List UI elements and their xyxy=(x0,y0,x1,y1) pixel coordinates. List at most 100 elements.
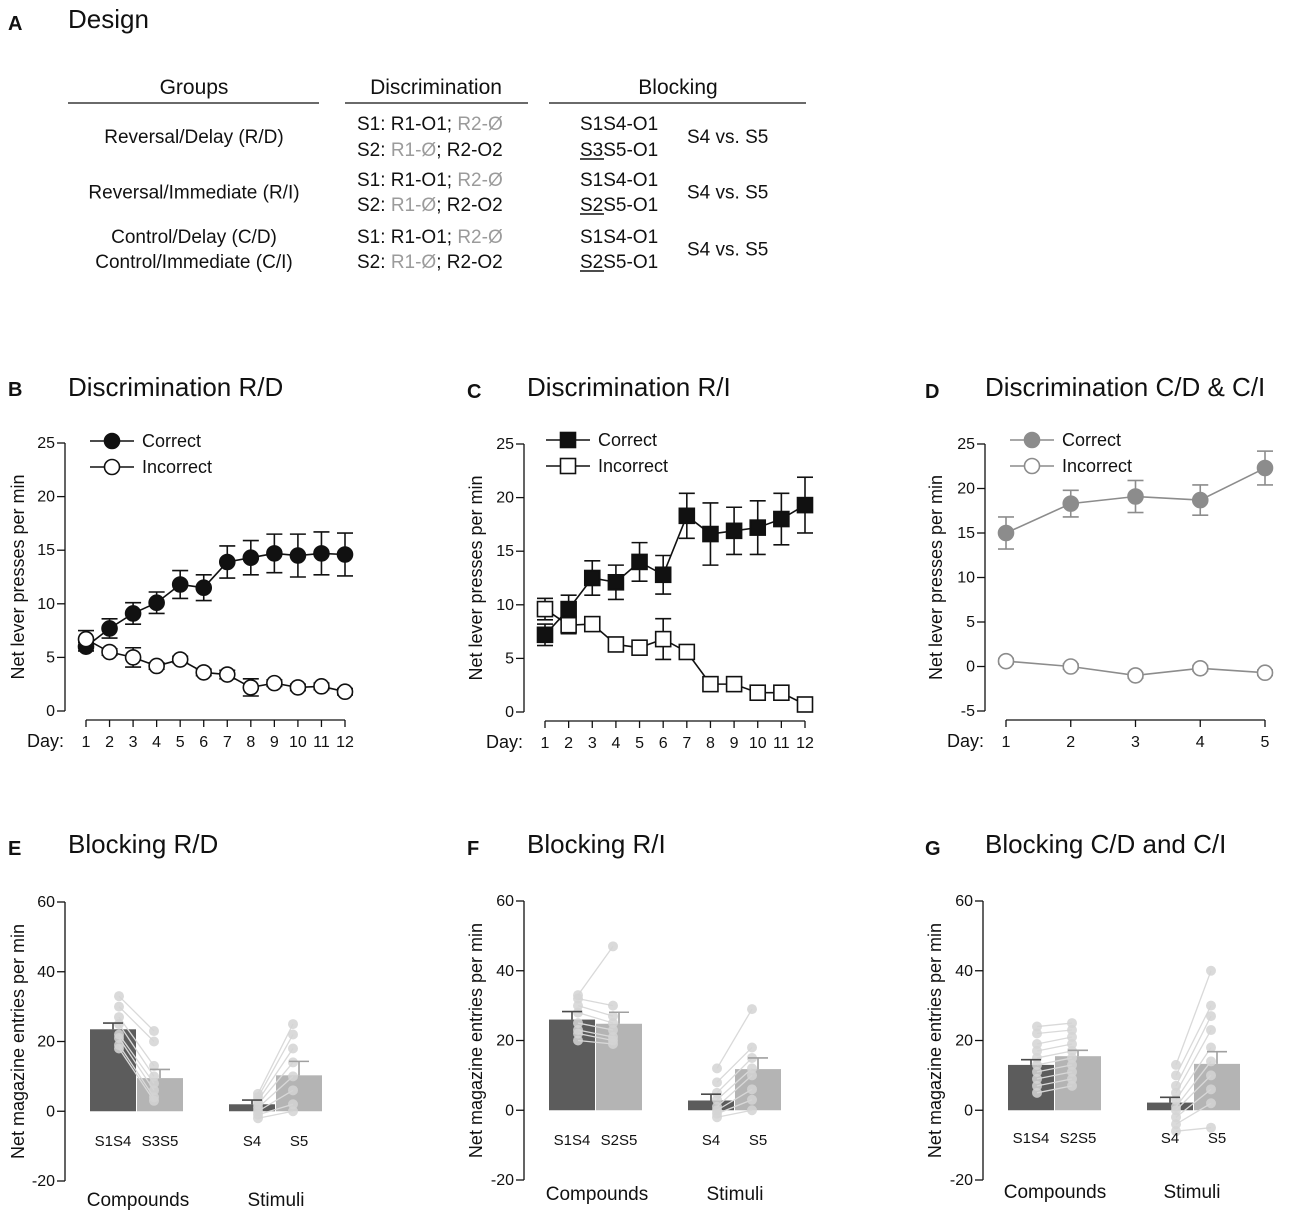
subject-line xyxy=(716,1074,753,1108)
y-tick-label: 0 xyxy=(46,1103,55,1120)
rewarded-contingency: ; R2-O2 xyxy=(436,252,503,273)
subject-point xyxy=(149,1071,159,1082)
discrimination-header: Discrimination xyxy=(370,76,502,99)
x-tick-label: 5 xyxy=(1261,734,1270,751)
x-tick-label: 9 xyxy=(270,734,279,751)
x-tick-label: 12 xyxy=(796,735,814,752)
subject-point xyxy=(712,1063,722,1074)
x-tick-label: 12 xyxy=(336,734,354,751)
data-point xyxy=(218,553,236,571)
subject-point xyxy=(1206,1000,1216,1011)
subject-line xyxy=(1036,1050,1073,1059)
x-tick-label: 1 xyxy=(1002,734,1011,751)
x-tick-label: 3 xyxy=(1131,734,1140,751)
data-point xyxy=(77,630,95,648)
data-point xyxy=(607,636,625,653)
category-label: S3S5 xyxy=(142,1133,179,1150)
data-point xyxy=(171,576,189,593)
chart-panel-d: D Discrimination C/D & C/I-50510152025Net… xyxy=(925,372,1274,751)
y-tick-label: 15 xyxy=(37,542,55,559)
subject-line xyxy=(118,1048,155,1102)
subject-point xyxy=(1171,1105,1181,1116)
chart-title: Blocking R/D xyxy=(68,829,218,859)
data-point xyxy=(654,566,672,584)
chart-panel-g: G Blocking C/D and C/I -20 0 20 40 60 Net magaz… xyxy=(925,829,1240,1203)
data-point xyxy=(560,616,577,634)
x-tick-label: 7 xyxy=(682,735,691,752)
panel-label: B xyxy=(8,379,22,401)
subject-line xyxy=(257,1075,294,1109)
subject-point xyxy=(712,1094,722,1105)
individual-points xyxy=(1032,965,1216,1137)
data-point xyxy=(749,519,767,536)
x-axis-label: Day: xyxy=(947,731,984,751)
data-point xyxy=(148,657,165,675)
subject-point xyxy=(573,1018,583,1029)
subject-point xyxy=(1206,1011,1216,1022)
subject-point xyxy=(149,1036,159,1047)
discrimination-line-2: S2: R1-Ø; R2-O2 xyxy=(357,195,503,216)
data-point xyxy=(749,684,767,702)
subject-point xyxy=(573,993,583,1004)
subject-point xyxy=(747,1094,757,1105)
data-point xyxy=(631,553,648,571)
data-point xyxy=(725,522,743,540)
discrimination-line-2: S2: R1-Ø; R2-O2 xyxy=(357,252,503,273)
data-point xyxy=(678,643,696,661)
chart-title: Blocking R/I xyxy=(527,829,666,859)
subject-point xyxy=(1206,1056,1216,1067)
category-label: S4 xyxy=(243,1133,261,1150)
x-tick-label: 2 xyxy=(105,734,114,751)
individual-points xyxy=(573,941,757,1123)
subject-line xyxy=(1175,1127,1212,1132)
panel-label-a: A xyxy=(8,13,22,35)
data-point xyxy=(195,579,213,597)
y-tick-label: 60 xyxy=(37,894,55,911)
x-tick-label: 1 xyxy=(541,735,550,752)
subject-point xyxy=(1206,965,1216,976)
category-label: S5 xyxy=(749,1132,767,1149)
data-point xyxy=(242,549,260,567)
nonrewarded-contingency: R2-Ø xyxy=(457,114,503,135)
rewarded-contingency: S1: R1-O1; xyxy=(357,170,457,191)
y-tick-label: 0 xyxy=(964,1102,973,1119)
data-point xyxy=(171,651,189,668)
subject-line xyxy=(577,945,614,996)
y-tick-label: 25 xyxy=(957,436,975,453)
y-axis-label: Net magazine entries per min xyxy=(925,923,945,1158)
subject-line xyxy=(577,1005,614,1017)
design-panel: A Design Groups Discrimination Blocking … xyxy=(8,4,806,273)
subject-point xyxy=(288,1071,298,1082)
y-axis-label: Net lever presses per min xyxy=(926,475,946,680)
blocking-compound-rest: S5-O1 xyxy=(603,195,658,216)
subject-line xyxy=(1036,1071,1073,1080)
subject-line xyxy=(716,1008,753,1069)
subject-point xyxy=(1206,1084,1216,1095)
y-tick-label: 0 xyxy=(46,703,55,720)
subject-point xyxy=(149,1078,159,1089)
blocking-compound-2: S3S5-O1 xyxy=(580,140,658,161)
y-axis-label: Net lever presses per min xyxy=(8,474,28,679)
data-point xyxy=(773,684,790,702)
group-name: Control/Immediate (C/I) xyxy=(95,252,292,273)
subject-point xyxy=(1171,1112,1181,1123)
subject-point xyxy=(747,1063,757,1074)
subject-line xyxy=(577,1029,614,1038)
subject-line xyxy=(118,1006,155,1042)
x-tick-label: 7 xyxy=(223,734,232,751)
y-tick-label: 60 xyxy=(496,893,514,910)
x-tick-label: 11 xyxy=(313,734,330,751)
legend-marker xyxy=(559,457,577,475)
data-point xyxy=(124,649,142,666)
y-tick-label: 20 xyxy=(957,481,975,498)
legend-entry: Incorrect xyxy=(598,456,668,476)
subject-line xyxy=(1036,1064,1073,1073)
x-tick-label: 3 xyxy=(588,735,597,752)
stimulus-label: S2: xyxy=(357,195,391,216)
blocking-compound-2: S2S5-O1 xyxy=(580,195,658,216)
x-tick-label: 10 xyxy=(749,735,767,752)
legend: Correct Incorrect xyxy=(90,431,212,477)
data-point xyxy=(266,674,283,692)
subject-point xyxy=(573,1000,583,1011)
